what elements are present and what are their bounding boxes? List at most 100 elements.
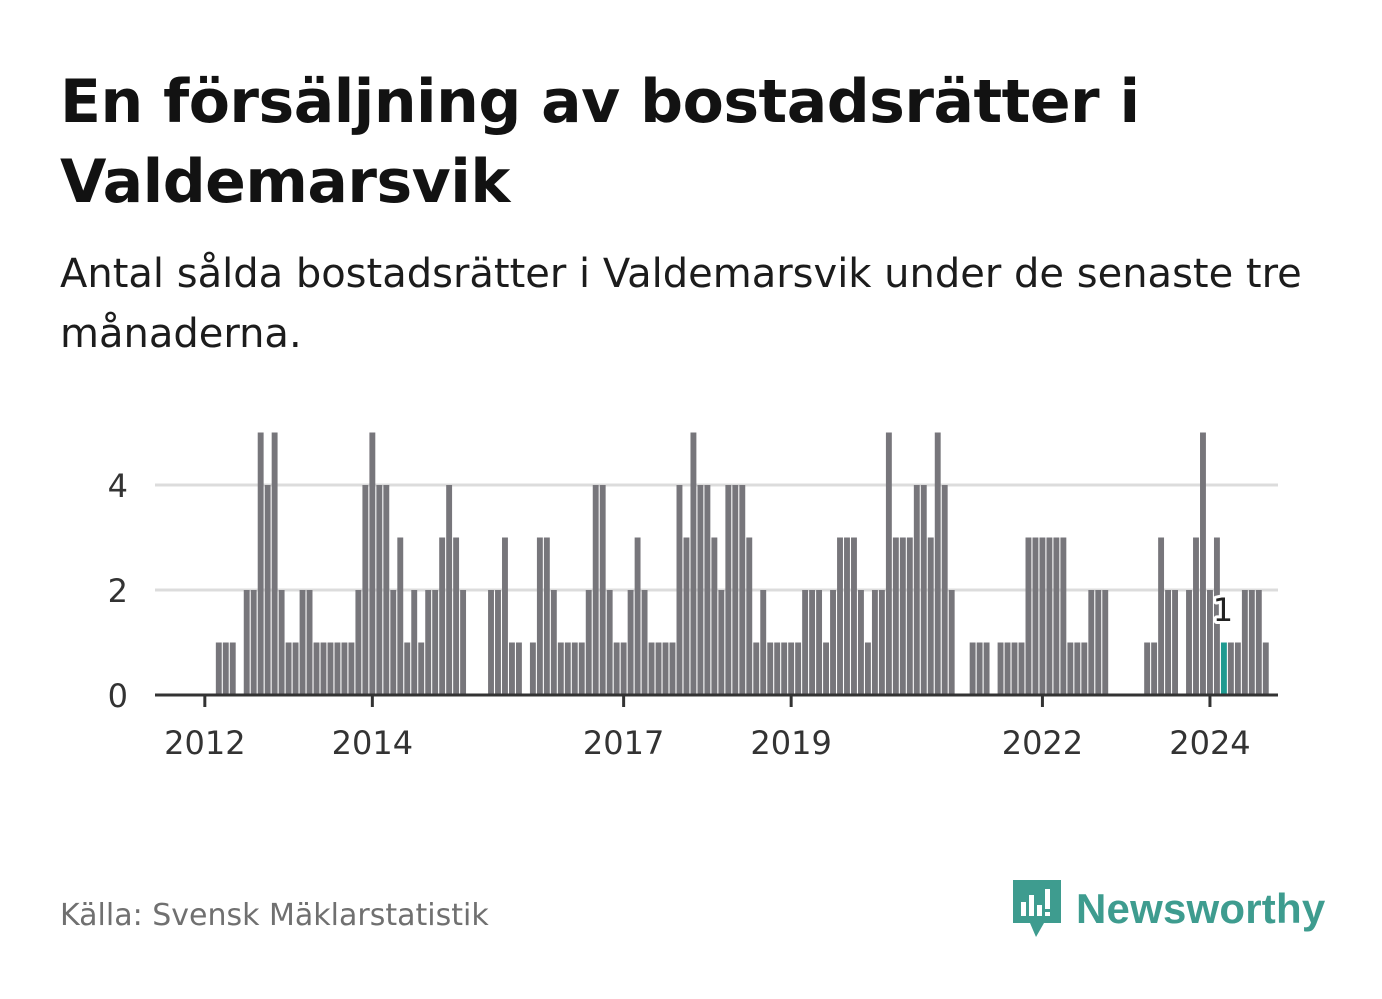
bar — [509, 642, 515, 695]
x-axis-ticks: 2012 2014 2017 2019 2022 2024 — [164, 695, 1251, 762]
bar — [613, 642, 620, 695]
source-note: Källa: Svensk Mäklarstatistik — [60, 898, 489, 933]
bar — [802, 590, 809, 695]
bar — [767, 642, 774, 695]
bar — [976, 642, 983, 695]
y-tick-label: 0 — [108, 677, 128, 715]
bar — [515, 642, 522, 695]
bars — [215, 432, 1269, 695]
brand-logo: Newsworthy — [1010, 876, 1325, 942]
bar — [348, 642, 355, 695]
bar — [1011, 642, 1018, 695]
bar — [1067, 642, 1074, 695]
bar — [334, 642, 341, 695]
bar — [1081, 642, 1088, 695]
y-tick-label: 2 — [108, 572, 128, 610]
bar — [997, 642, 1004, 695]
bar — [774, 642, 781, 695]
bar — [641, 590, 648, 695]
chart-subtitle: Antal sålda bostadsrätter i Valdemarsvik… — [60, 251, 1302, 357]
bar — [781, 642, 788, 695]
x-tick-label: 2014 — [332, 724, 413, 762]
bar — [292, 642, 299, 695]
bar — [313, 642, 320, 695]
newsworthy-logo-icon — [1013, 880, 1061, 937]
bar — [1186, 590, 1192, 695]
bar — [362, 485, 369, 695]
bar — [229, 642, 236, 695]
bar — [578, 642, 585, 695]
bar — [1039, 537, 1046, 695]
bar — [620, 642, 627, 695]
bar — [418, 642, 425, 695]
bar — [1262, 642, 1269, 695]
bar — [1193, 537, 1199, 695]
bar — [725, 485, 732, 695]
bar — [878, 590, 885, 695]
bar — [495, 590, 501, 695]
bar — [250, 590, 257, 695]
bar — [460, 590, 467, 695]
bar — [1046, 537, 1053, 695]
chart-title: En försäljning av bostadsrätter i Valdem… — [60, 67, 1140, 217]
bar — [823, 642, 829, 695]
bar — [488, 590, 494, 695]
bar — [627, 590, 634, 695]
bar — [1053, 537, 1060, 695]
bar — [453, 537, 460, 695]
bar — [411, 590, 418, 695]
bar — [285, 642, 292, 695]
bar — [920, 485, 927, 695]
bar — [585, 590, 592, 695]
x-tick-label: 2012 — [164, 724, 245, 762]
annotation: 1 — [1210, 588, 1236, 632]
bar — [858, 590, 864, 695]
bar — [892, 537, 899, 695]
bar — [906, 537, 913, 695]
bar — [425, 590, 432, 695]
bar — [404, 642, 411, 695]
bar — [983, 642, 990, 695]
bar — [1025, 537, 1032, 695]
bar — [809, 590, 816, 695]
bar — [1032, 537, 1039, 695]
bar — [718, 590, 725, 695]
bar — [1213, 537, 1220, 695]
bar — [885, 432, 892, 695]
bar — [760, 590, 767, 695]
x-tick-label: 2022 — [1002, 724, 1083, 762]
bar — [753, 642, 760, 695]
bar — [536, 537, 543, 695]
bar — [271, 432, 278, 695]
bar — [1018, 642, 1025, 695]
bar — [571, 642, 578, 695]
bar — [948, 590, 955, 695]
bar — [739, 485, 746, 695]
bar — [376, 485, 383, 695]
bar — [1088, 590, 1095, 695]
x-tick-label: 2019 — [750, 724, 831, 762]
bar — [690, 432, 697, 695]
annotation-label: 1 — [1213, 591, 1233, 629]
bar — [1241, 590, 1248, 695]
bar — [299, 590, 306, 695]
bar — [704, 485, 711, 695]
bar — [830, 590, 836, 695]
bar — [383, 485, 390, 695]
bar — [697, 485, 704, 695]
bar — [320, 642, 327, 695]
bar — [1074, 642, 1081, 695]
bar — [439, 537, 446, 695]
bar — [1200, 432, 1206, 695]
bar — [1102, 590, 1109, 695]
bar — [599, 485, 606, 695]
bar — [306, 590, 313, 695]
bar — [788, 642, 795, 695]
bar — [913, 485, 920, 695]
bar — [927, 537, 934, 695]
bar — [1172, 590, 1178, 695]
bar — [1248, 590, 1255, 695]
bar — [557, 642, 564, 695]
bar — [1158, 537, 1165, 695]
bar — [934, 432, 941, 695]
